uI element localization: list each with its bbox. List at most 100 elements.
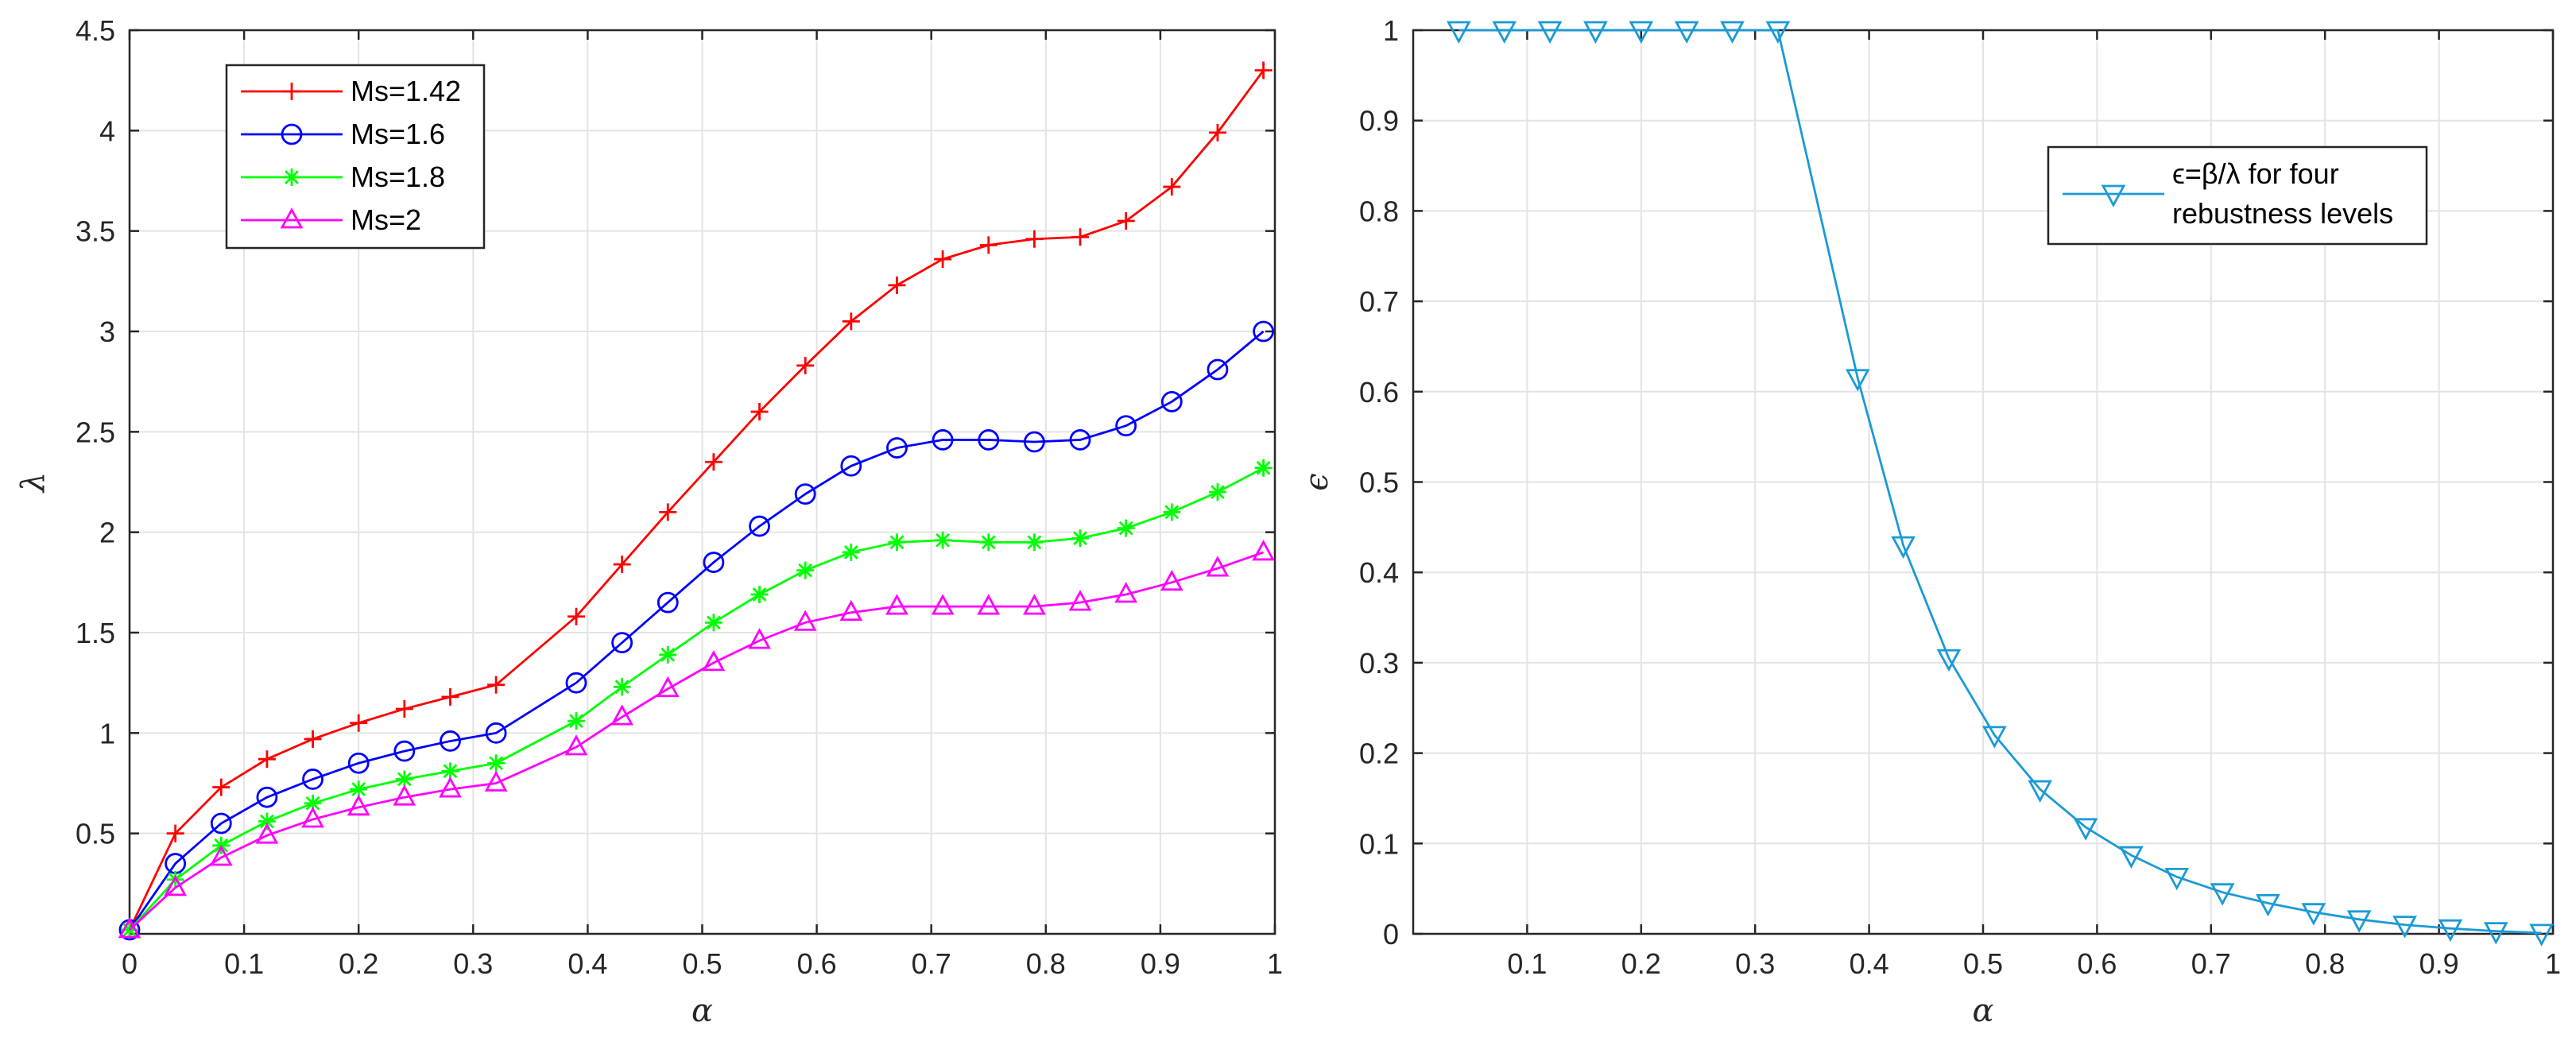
series-line	[129, 551, 1265, 931]
data-point-d2	[843, 545, 858, 560]
data-point	[796, 356, 815, 374]
y-tick-label: 3.5	[76, 215, 115, 248]
data-point	[209, 845, 233, 866]
data-point	[164, 874, 187, 896]
data-point	[485, 722, 507, 744]
legend-entry-text: rebustness levels	[2172, 197, 2393, 230]
data-point	[1163, 503, 1181, 521]
y-tick-label: 0.1	[1359, 827, 1399, 860]
legend-marker	[280, 207, 304, 229]
x-tick-label: 0.3	[453, 947, 493, 980]
legend-entry-text: Ms=2	[351, 203, 421, 236]
data-point	[657, 591, 679, 614]
data-point	[888, 533, 906, 552]
data-point	[2164, 867, 2190, 891]
data-point	[1025, 230, 1044, 248]
data-point	[1720, 21, 1745, 44]
y-tick-label: 0.2	[1359, 738, 1399, 770]
data-point	[1117, 519, 1135, 537]
data-point	[439, 776, 462, 798]
y-tick-label: 2.5	[76, 416, 115, 448]
x-tick-label: 1	[1267, 947, 1283, 980]
data-point	[347, 794, 370, 816]
data-point	[703, 552, 725, 573]
data-point	[1068, 590, 1092, 611]
data-point	[1981, 726, 2007, 749]
data-point-d2	[351, 782, 366, 796]
x-axis-label: α	[691, 993, 713, 1029]
data-point	[750, 585, 769, 603]
data-point	[395, 700, 413, 718]
data-point	[1583, 21, 1608, 44]
y-tick-label: 0.9	[1359, 105, 1399, 137]
data-point	[1936, 649, 1962, 672]
data-point-d2	[1073, 531, 1087, 546]
data-point	[934, 531, 952, 549]
data-point	[2028, 780, 2053, 803]
x-tick-label: 0.3	[1735, 947, 1775, 980]
legend: ϵ=β/λ for four rebustness levels	[2047, 145, 2428, 246]
x-tick-label: 0.7	[912, 947, 951, 980]
x-tick-label: 0.1	[224, 947, 264, 980]
data-point-d2	[1211, 485, 1225, 500]
data-point-d2	[614, 680, 629, 695]
data-point	[659, 645, 677, 664]
data-point	[395, 770, 413, 788]
data-point	[567, 712, 585, 730]
legend-box	[225, 64, 486, 250]
legend-marker	[283, 83, 300, 100]
data-point	[1629, 21, 1654, 44]
y-axis-label: ϵ	[1299, 473, 1335, 490]
legend-marker-d2	[285, 170, 299, 184]
legend-marker	[281, 123, 303, 145]
data-point	[748, 628, 771, 649]
series-0	[121, 61, 1273, 939]
data-point	[888, 276, 906, 294]
data-point	[979, 533, 997, 552]
data-point	[2529, 924, 2555, 947]
data-point	[2438, 919, 2463, 943]
x-tick-label: 1	[2545, 947, 2561, 980]
data-point	[393, 784, 416, 806]
data-point	[1023, 431, 1045, 453]
data-point	[1117, 212, 1135, 230]
epsilon-vs-alpha-chart: 0.1 0.2 0.3 0.4 0.5 0.6 0.7 0.8 0.9 1 0 0.1 0.2 0.3 0.…	[1299, 14, 2561, 1029]
data-point	[1254, 459, 1273, 477]
data-point	[441, 687, 459, 706]
data-point	[885, 594, 908, 615]
data-point-d2	[489, 756, 504, 771]
legend-entry-text: Ms=1.8	[351, 161, 445, 193]
data-point	[350, 714, 368, 732]
data-point	[2073, 818, 2098, 841]
y-tick-label: 1	[1383, 14, 1399, 47]
data-point	[1206, 556, 1230, 577]
y-tick-label: 0.5	[1359, 467, 1399, 499]
y-tick-label: 0.6	[1359, 376, 1399, 409]
data-point	[2256, 893, 2280, 917]
data-point-d2	[1027, 535, 1042, 550]
y-tick-label: 2	[99, 517, 115, 549]
y-tick-label: 0.7	[1359, 285, 1399, 318]
data-point-d2	[752, 587, 767, 602]
data-point	[1674, 21, 1699, 44]
x-tick-label: 0.8	[1026, 947, 1066, 980]
data-point-d2	[305, 796, 320, 811]
series-line	[128, 467, 1265, 931]
series-3	[118, 540, 1275, 939]
data-point	[2210, 883, 2235, 906]
data-point	[256, 786, 278, 808]
data-point	[212, 778, 230, 796]
data-point	[1069, 429, 1091, 451]
data-point	[931, 594, 955, 615]
y-tick-label: 0.4	[1359, 556, 1399, 589]
data-point	[1252, 540, 1275, 561]
data-point	[656, 676, 680, 698]
y-tick-label: 0	[1383, 918, 1399, 951]
data-point	[118, 917, 141, 939]
series-0	[1447, 21, 2555, 947]
data-point	[1023, 594, 1046, 615]
series-line	[128, 330, 1265, 931]
series-1	[118, 320, 1274, 941]
data-point	[611, 632, 633, 654]
y-tick-label: 4	[99, 114, 115, 147]
